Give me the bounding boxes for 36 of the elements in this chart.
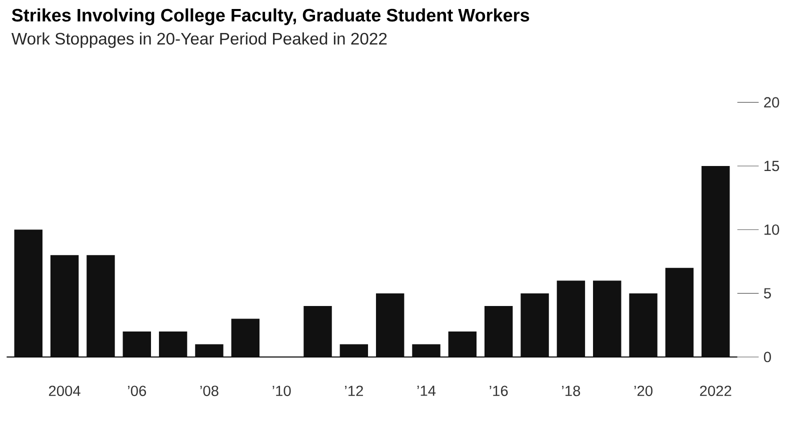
bar [376,293,404,357]
y-tick-label: 15 [764,160,780,172]
bar [86,255,115,357]
bar [448,332,477,357]
x-tick-label: ’20 [634,386,652,396]
x-tick-label: ’16 [490,386,508,396]
bar [484,306,513,357]
chart-subtitle: Work Stoppages in 20-Year Period Peaked in 2022 [11,32,387,48]
bar [50,255,79,357]
bar [412,344,440,357]
x-tick-label: ’14 [417,386,436,396]
bar [593,280,622,357]
bar [304,306,332,357]
bar [629,293,658,357]
x-tick-label: ’06 [128,386,146,396]
chart-title: Strikes Involving College Faculty, Graduate Student Workers [12,8,530,26]
y-tick-label: 5 [764,288,771,298]
y-tick-label: 0 [764,352,771,362]
x-tick-label: 2004 [48,386,80,396]
bar [14,230,42,357]
bar [520,293,549,357]
bar [556,280,586,357]
x-tick-label: ’08 [200,386,218,396]
bar [122,332,151,357]
y-tick-label: 10 [764,224,780,235]
bar [702,166,730,357]
bar [158,332,188,357]
y-tick-label: 20 [764,97,780,108]
x-tick-label: 2022 [700,386,732,396]
bar [195,344,224,357]
x-tick-label: ’10 [272,386,291,396]
bar [340,344,368,357]
bar [231,318,260,357]
x-tick-label: ’12 [345,386,363,396]
x-tick-label: ’18 [562,386,580,396]
bar [665,268,694,357]
